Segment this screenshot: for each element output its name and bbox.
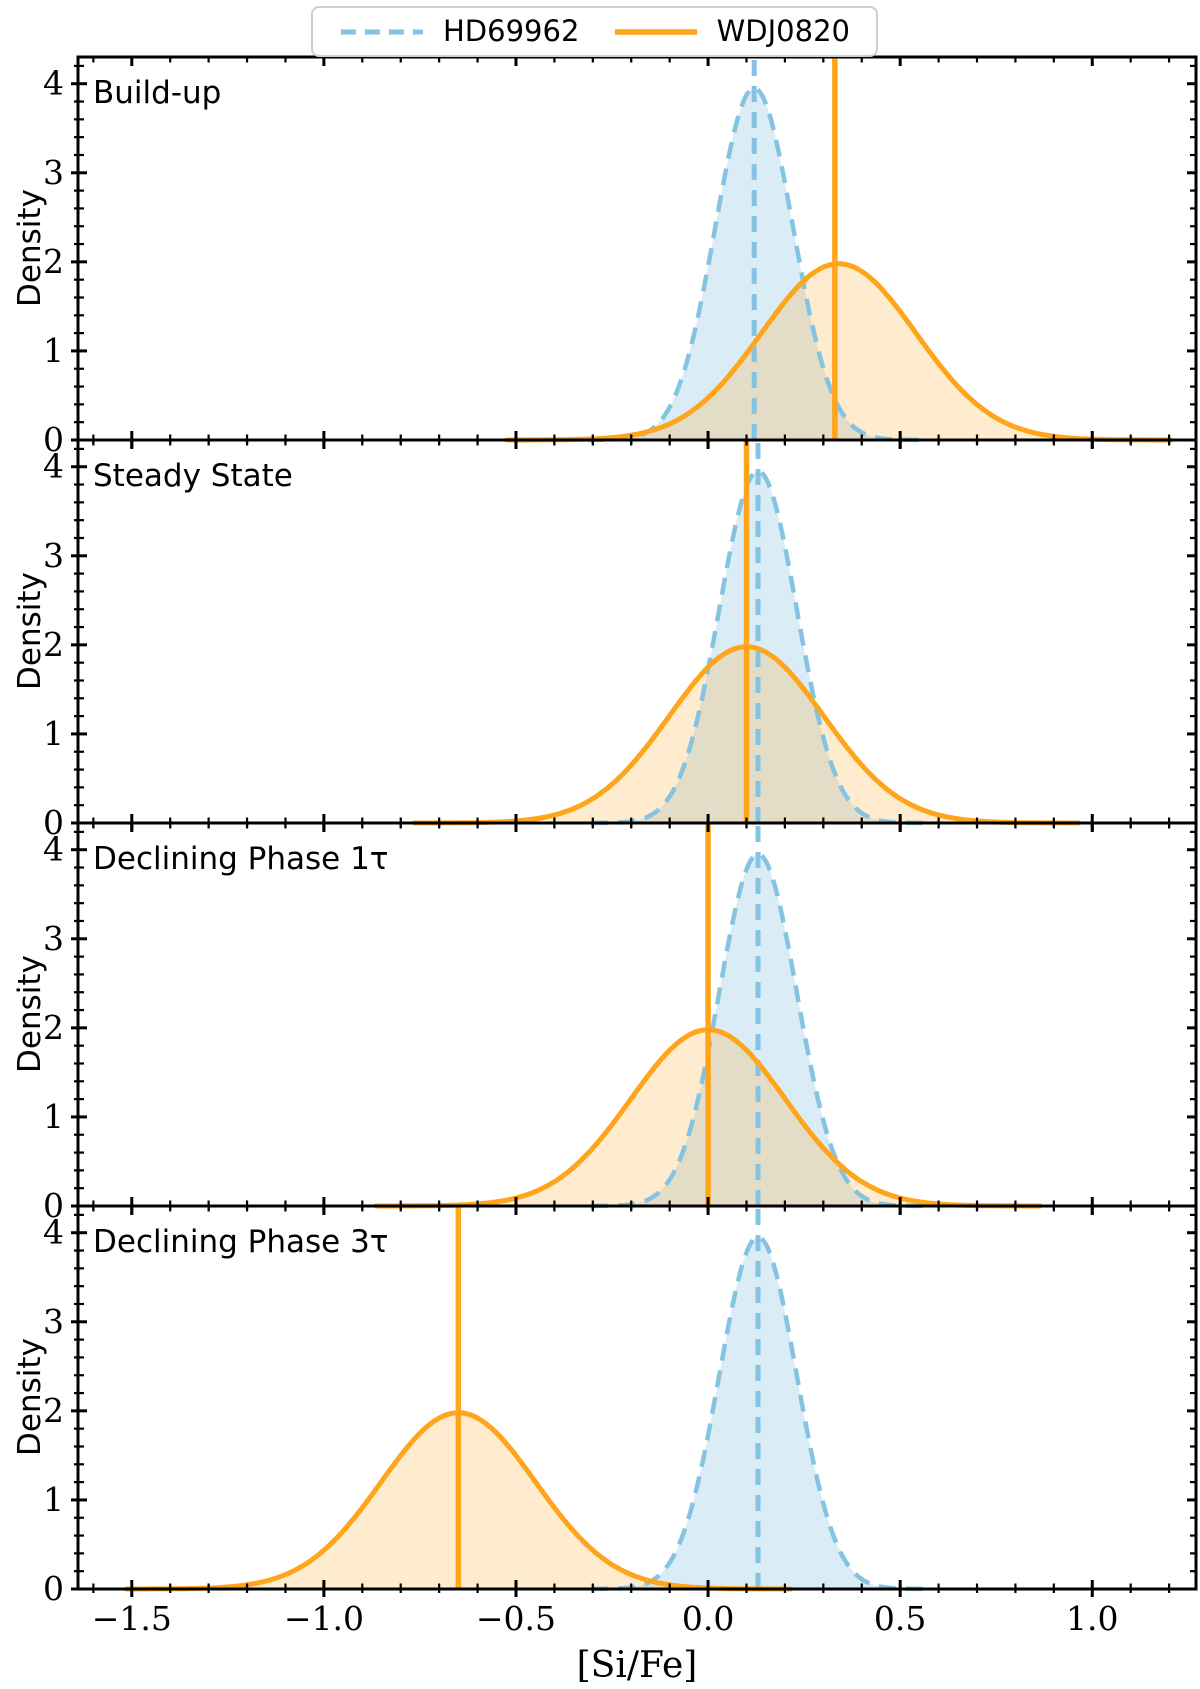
y-tick-label: 3 xyxy=(43,919,64,958)
legend-item-hd69962: HD69962 xyxy=(339,17,579,46)
y-tick-label: 0 xyxy=(43,1569,64,1608)
hd69962-density-curve xyxy=(591,1234,925,1592)
y-tick-label: 4 xyxy=(43,1213,64,1252)
hd69962-density-fill xyxy=(591,854,925,1206)
hd69962-density-curve xyxy=(591,468,925,826)
panel-label-build-up: Build-up xyxy=(93,75,222,111)
legend: HD69962 WDJ0820 xyxy=(311,6,878,57)
x-tick-label: −0.5 xyxy=(476,1599,556,1638)
y-tick-label: 1 xyxy=(43,714,64,753)
y-tick-label: 2 xyxy=(43,242,64,281)
wdj0820-density-fill xyxy=(506,263,1171,440)
x-tick-label: 0.5 xyxy=(874,1599,926,1638)
panel-label-declining-1tau: Declining Phase 1τ xyxy=(93,841,389,877)
legend-label-wdj0820: WDJ0820 xyxy=(716,14,850,48)
hd69962-density-fill xyxy=(591,1237,925,1589)
y-tick-label: 2 xyxy=(43,625,64,664)
y-tick-label: 2 xyxy=(43,1391,64,1430)
x-tick-label: −1.0 xyxy=(284,1599,364,1638)
y-tick-label: 3 xyxy=(43,1302,64,1341)
y-tick-label: 4 xyxy=(43,64,64,103)
y-tick-label: 3 xyxy=(43,153,64,192)
y-axis-title: Density xyxy=(12,572,48,690)
y-tick-label: 2 xyxy=(43,1008,64,1047)
y-tick-label: 0 xyxy=(43,803,64,842)
hd69962-density-fill xyxy=(587,88,921,440)
x-tick-label: −1.5 xyxy=(92,1599,172,1638)
x-tick-label: 1.0 xyxy=(1066,1599,1118,1638)
y-axis-title: Density xyxy=(12,955,48,1073)
y-tick-label: 1 xyxy=(43,331,64,370)
y-axis-title: Density xyxy=(12,189,48,307)
y-tick-label: 4 xyxy=(43,830,64,869)
panel-frame xyxy=(76,1204,1198,1591)
panel-frame xyxy=(76,55,1198,442)
panel-label-steady-state: Steady State xyxy=(93,458,293,494)
y-tick-label: 3 xyxy=(43,536,64,575)
legend-item-wdj0820: WDJ0820 xyxy=(613,17,850,46)
y-tick-label: 1 xyxy=(43,1480,64,1519)
x-axis-title: [Si/Fe] xyxy=(576,1645,698,1686)
legend-label-hd69962: HD69962 xyxy=(443,14,580,48)
hd69962-density-curve xyxy=(591,851,925,1209)
solid-line-sample-icon xyxy=(614,28,697,35)
y-tick-label: 0 xyxy=(43,1186,64,1225)
y-tick-label: 1 xyxy=(43,1097,64,1136)
y-tick-label: 4 xyxy=(43,447,64,486)
panel-label-declining-3tau: Declining Phase 3τ xyxy=(93,1224,389,1260)
x-tick-label: 0.0 xyxy=(682,1599,734,1638)
dashed-line-sample-icon xyxy=(341,29,423,34)
y-axis-title: Density xyxy=(12,1338,48,1456)
wdj0820-density-curve xyxy=(504,261,1174,443)
y-tick-label: 0 xyxy=(43,420,64,459)
